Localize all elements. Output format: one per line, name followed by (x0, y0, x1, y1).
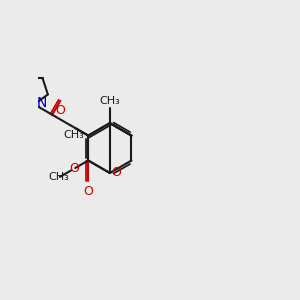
Text: O: O (69, 162, 79, 175)
Text: CH₃: CH₃ (100, 96, 120, 106)
Text: CH₃: CH₃ (64, 130, 85, 140)
Text: O: O (56, 103, 65, 116)
Text: O: O (83, 185, 93, 198)
Text: O: O (111, 167, 121, 179)
Text: N: N (37, 96, 47, 110)
Text: CH₃: CH₃ (49, 172, 69, 182)
